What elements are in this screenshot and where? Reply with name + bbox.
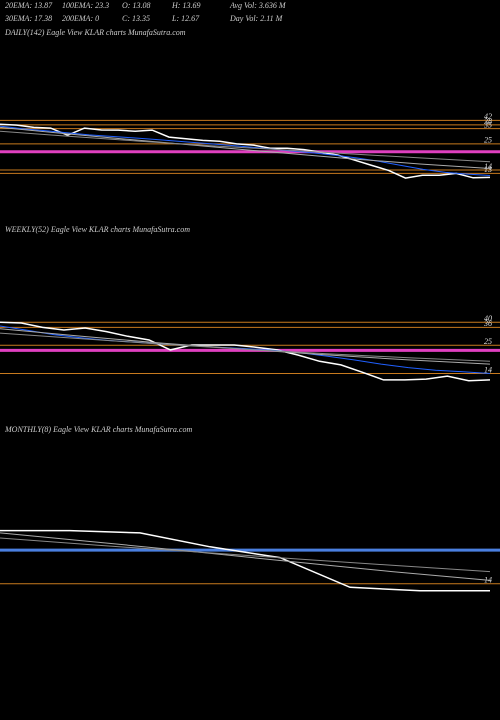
price-line [0, 126, 491, 169]
header-stat: C: 13.35 [122, 14, 150, 23]
header-stat: H: 13.69 [171, 1, 200, 10]
y-tick-label: 40 [484, 314, 492, 323]
y-tick-label: 38 [483, 117, 492, 126]
header-stat: 20EMA: 13.87 [5, 1, 53, 10]
y-tick-label: 36 [483, 319, 492, 328]
header: 20EMA: 13.87 100EMA: 23.3 O: 13.08 H: 13… [4, 1, 287, 23]
header-stat: 30EMA: 17.38 [4, 14, 52, 23]
y-tick-label: 25 [484, 136, 492, 145]
price-line [0, 125, 491, 176]
panel-title: WEEKLY(52) Eagle View KLAR charts Munafa… [5, 225, 190, 234]
price-line [0, 532, 491, 581]
header-stat: L: 12.67 [171, 14, 200, 23]
y-tick-label: 14 [484, 162, 492, 171]
price-line [0, 123, 491, 179]
price-line [0, 321, 491, 382]
header-stat: 100EMA: 23.3 [62, 1, 109, 10]
y-tick-label: 42 [484, 112, 492, 121]
y-tick-label: 25 [484, 337, 492, 346]
panel-title: DAILY(142) Eagle View KLAR charts Munafa… [4, 28, 186, 37]
y-tick-label: 13 [484, 165, 492, 174]
price-line [0, 130, 491, 163]
header-stat: Day Vol: 2.11 M [229, 14, 284, 23]
price-line [0, 529, 490, 592]
header-stat: 200EMA: 0 [62, 14, 99, 23]
panel-title: MONTHLY(8) Eagle View KLAR charts Munafa… [4, 425, 192, 434]
y-tick-label: 14 [484, 365, 492, 374]
header-stat: Avg Vol: 3.636 M [229, 1, 287, 10]
y-tick-label: 35 [483, 120, 492, 129]
price-line [0, 325, 491, 374]
price-line [0, 537, 491, 573]
header-stat: O: 13.08 [122, 1, 150, 10]
price-line [0, 332, 491, 362]
